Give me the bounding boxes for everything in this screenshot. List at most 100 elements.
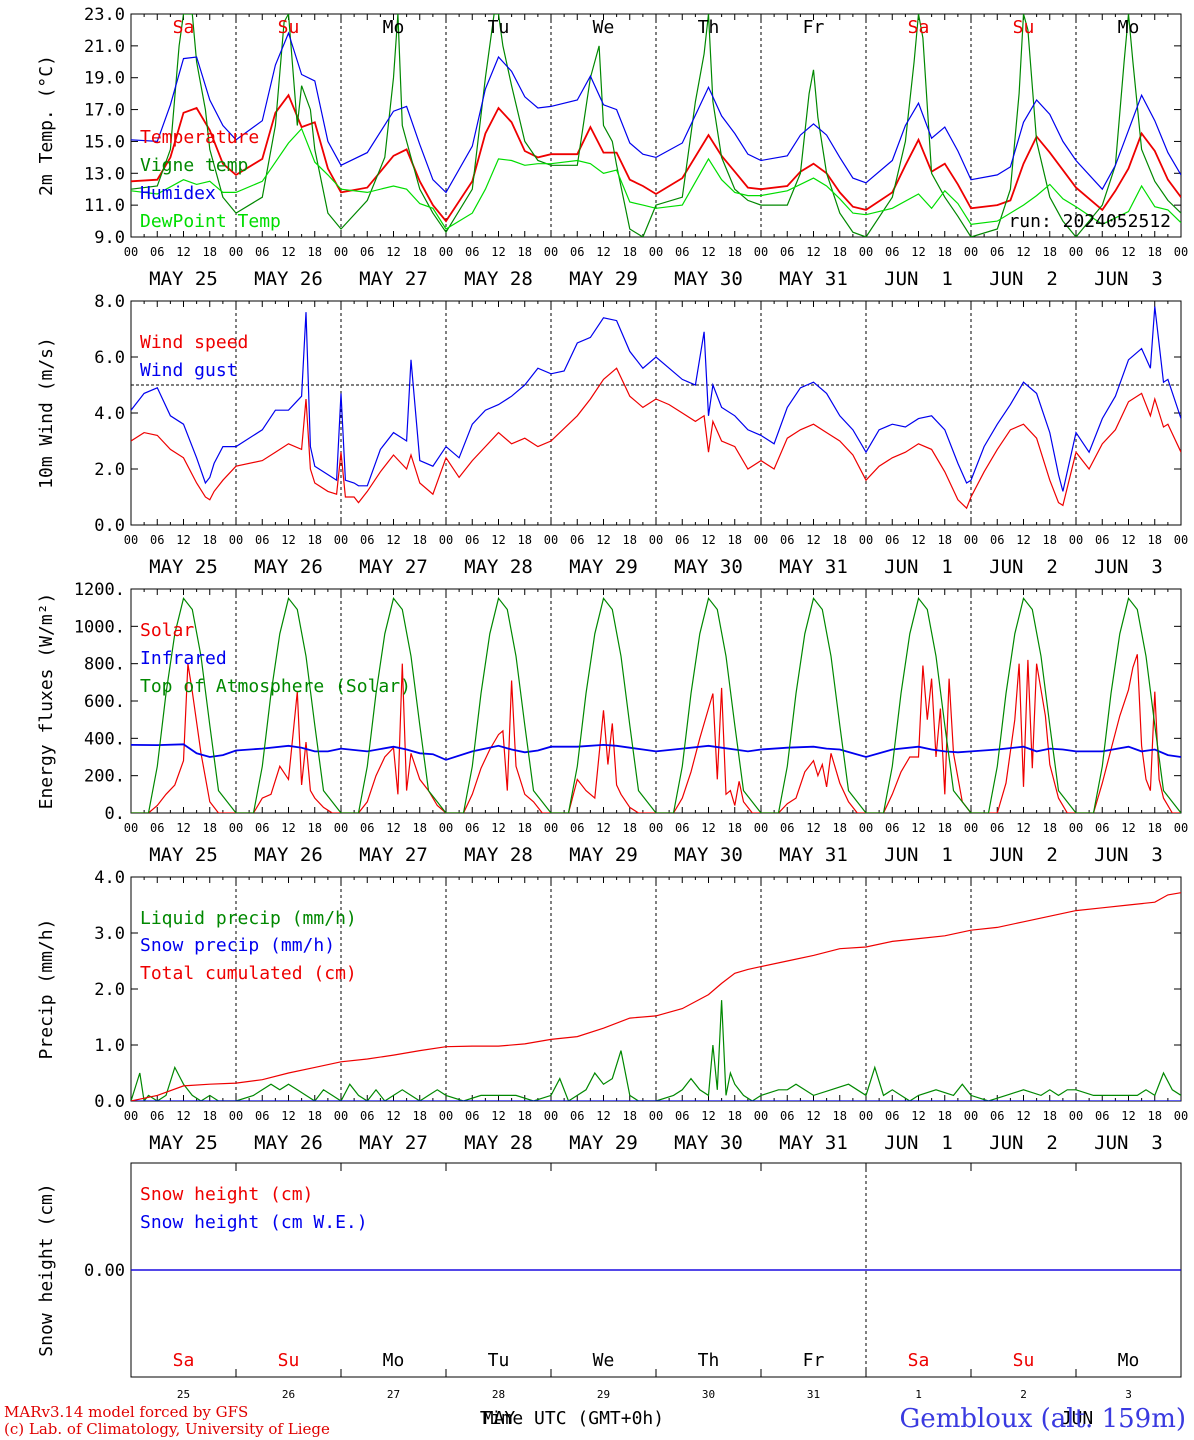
hour-tick-label: 06: [255, 245, 269, 259]
hour-tick-label: 00: [334, 533, 348, 547]
weekday-label: Sa: [908, 1350, 930, 1371]
hour-tick-label: 00: [229, 1109, 243, 1123]
hour-tick-label: 12: [176, 1109, 190, 1123]
date-label: MAY 28: [464, 268, 533, 290]
hour-tick-label: 18: [203, 245, 217, 259]
y-axis-label: Snow height (cm): [36, 1183, 57, 1356]
hour-tick-label: 18: [413, 533, 427, 547]
hour-tick-label: 00: [334, 821, 348, 835]
hour-tick-label: 00: [439, 245, 453, 259]
hour-tick-label: 00: [754, 821, 768, 835]
hour-tick-label: 00: [649, 533, 663, 547]
hour-tick-label: 12: [701, 1109, 715, 1123]
hour-tick-label: 18: [1043, 821, 1057, 835]
hour-tick-label: 18: [728, 821, 742, 835]
date-label: MAY 27: [359, 268, 428, 290]
model-credit: MARv3.14 model forced by GFS (c) Lab. of…: [4, 1404, 330, 1438]
date-label: MAY 25: [149, 268, 218, 290]
hour-tick-label: 06: [465, 533, 479, 547]
hour-tick-label: 12: [596, 1109, 610, 1123]
legend-entry: Wind gust: [140, 360, 238, 381]
y-tick-label: 0.00: [84, 1261, 125, 1281]
date-label: JUN 1: [884, 844, 953, 866]
hour-tick-label: 18: [938, 533, 952, 547]
date-label: MAY 31: [779, 844, 848, 866]
hour-tick-label: 06: [990, 533, 1004, 547]
legend-entry: Top of Atmosphere (Solar): [140, 676, 411, 697]
date-label: MAY 27: [359, 1132, 428, 1154]
hour-tick-label: 18: [518, 1109, 532, 1123]
hour-tick-label: 00: [964, 1109, 978, 1123]
weekday-label: Mo: [1118, 1350, 1140, 1371]
date-label: MAY 29: [569, 1132, 638, 1154]
hour-tick-label: 06: [150, 533, 164, 547]
hour-tick-label: 00: [649, 245, 663, 259]
hour-tick-label: 12: [281, 1109, 295, 1123]
date-label: JUN 1: [884, 556, 953, 578]
hour-tick-label: 06: [360, 1109, 374, 1123]
hour-tick-label: 06: [255, 1109, 269, 1123]
date-label: MAY 29: [569, 268, 638, 290]
y-tick-label: 13.0: [84, 164, 125, 184]
weekday-label: Mo: [383, 17, 405, 38]
hour-tick-label: 18: [308, 245, 322, 259]
hour-tick-label: 12: [1016, 821, 1030, 835]
date-label: JUN 1: [884, 1132, 953, 1154]
hour-tick-label: 06: [780, 245, 794, 259]
date-label: JUN 3: [1094, 556, 1163, 578]
hour-tick-label: 18: [1148, 821, 1162, 835]
hour-tick-label: 00: [439, 533, 453, 547]
day-number-label: 29: [597, 1388, 610, 1401]
hour-tick-label: 12: [176, 533, 190, 547]
hour-tick-label: 06: [1095, 1109, 1109, 1123]
y-tick-label: 19.0: [84, 69, 125, 89]
date-label: MAY 31: [779, 556, 848, 578]
model-credit-line2: (c) Lab. of Climatology, University of L…: [4, 1420, 330, 1438]
hour-tick-label: 00: [124, 245, 138, 259]
month-label-left: MAY: [483, 1408, 516, 1429]
hour-tick-label: 06: [885, 533, 899, 547]
hour-tick-label: 18: [1043, 533, 1057, 547]
hour-tick-label: 00: [124, 821, 138, 835]
hour-tick-label: 06: [1095, 821, 1109, 835]
hour-tick-label: 06: [150, 1109, 164, 1123]
date-label: MAY 25: [149, 556, 218, 578]
hour-tick-label: 06: [990, 245, 1004, 259]
y-tick-label: 11.0: [84, 196, 125, 216]
date-label: MAY 28: [464, 556, 533, 578]
hour-tick-label: 12: [1016, 533, 1030, 547]
weekday-label: Th: [698, 17, 720, 38]
hour-tick-label: 06: [255, 533, 269, 547]
series-line-solar: [131, 654, 1181, 813]
legend-entry: Wind speed: [140, 332, 248, 353]
hour-tick-label: 00: [229, 821, 243, 835]
date-label: MAY 29: [569, 556, 638, 578]
hour-tick-label: 18: [623, 1109, 637, 1123]
hour-tick-label: 06: [780, 533, 794, 547]
y-tick-label: 3.0: [94, 924, 125, 944]
date-label: MAY 26: [254, 556, 323, 578]
y-tick-label: 15.0: [84, 132, 125, 152]
hour-tick-label: 18: [308, 533, 322, 547]
hour-tick-label: 12: [386, 533, 400, 547]
hour-tick-label: 00: [649, 821, 663, 835]
hour-tick-label: 00: [544, 821, 558, 835]
y-axis-label: 2m Temp. (°C): [36, 55, 57, 196]
y-tick-label: 800.: [84, 655, 125, 675]
hour-tick-label: 12: [1121, 245, 1135, 259]
hour-tick-label: 12: [701, 245, 715, 259]
hour-tick-label: 00: [1069, 245, 1083, 259]
y-tick-label: 1200.: [74, 580, 125, 600]
weekday-label: Mo: [383, 1350, 405, 1371]
hour-tick-label: 00: [1174, 533, 1188, 547]
hour-tick-label: 12: [806, 245, 820, 259]
hour-tick-label: 18: [308, 1109, 322, 1123]
y-tick-label: 0.0: [94, 1092, 125, 1112]
y-axis-label: Precip (mm/h): [36, 919, 57, 1060]
hour-tick-label: 18: [833, 245, 847, 259]
hour-tick-label: 18: [413, 1109, 427, 1123]
hour-tick-label: 06: [675, 1109, 689, 1123]
y-tick-label: 1.0: [94, 1036, 125, 1056]
hour-tick-label: 00: [439, 821, 453, 835]
y-tick-label: 4.0: [94, 404, 125, 424]
